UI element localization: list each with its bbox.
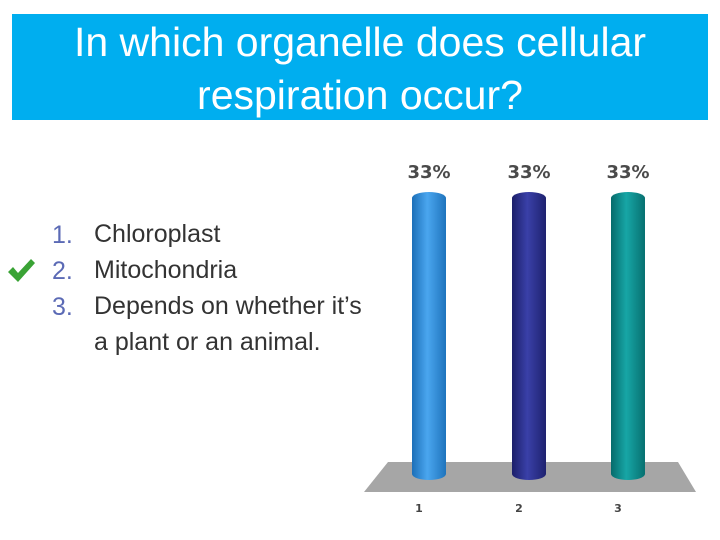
- answer-option-3[interactable]: 3. Depends on whether it’s a plant or an…: [0, 288, 370, 360]
- answer-text: Depends on whether it’s a plant or an an…: [94, 292, 362, 356]
- response-bar-chart: 33% 1 33% 2 33% 3: [364, 162, 696, 515]
- x-tick-label-3: 3: [614, 502, 622, 515]
- answer-option-2[interactable]: 2. Mitochondria: [0, 252, 370, 288]
- x-tick-label-1: 1: [415, 502, 423, 515]
- bar-2: [512, 192, 546, 480]
- data-label-3: 33%: [606, 162, 649, 183]
- answer-number: 1.: [52, 221, 73, 249]
- bar-1: [412, 192, 446, 480]
- answer-text: Chloroplast: [94, 220, 221, 248]
- x-tick-label-2: 2: [515, 502, 523, 515]
- data-label-2: 33%: [507, 162, 550, 183]
- answer-number: 3.: [52, 293, 73, 321]
- question-title-line-2: respiration occur?: [197, 72, 523, 118]
- answer-option-1[interactable]: 1. Chloroplast: [0, 216, 370, 252]
- data-label-1: 33%: [407, 162, 450, 183]
- bar-3: [611, 192, 645, 480]
- checkmark-icon: [8, 259, 35, 282]
- answer-text: Mitochondria: [94, 256, 238, 284]
- answer-number: 2.: [52, 257, 73, 285]
- question-title-line-1: In which organelle does cellular: [73, 19, 647, 65]
- question-title: In which organelle does cellular respira…: [12, 14, 708, 120]
- answer-list: 1. Chloroplast 2. Mitochondria 3. Depend…: [0, 216, 370, 360]
